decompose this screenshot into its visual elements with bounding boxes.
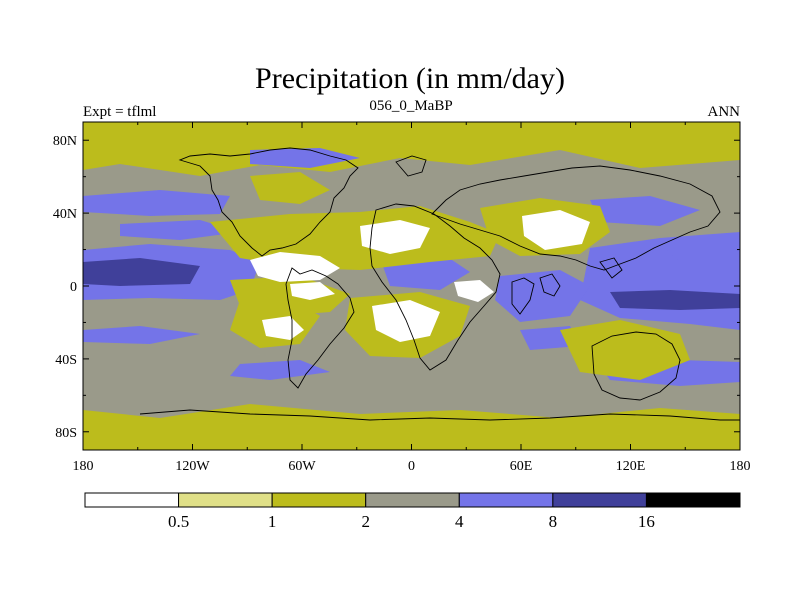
colorbar-label: 8 (549, 512, 558, 531)
colorbar-label: 16 (638, 512, 655, 531)
x-tick-label: 60W (288, 459, 316, 474)
x-tick-label: 180 (73, 459, 94, 474)
map-axes: 180 120W 60W 0 60E 120E 180 80N 40N 0 40S 80S (53, 122, 751, 474)
y-tick-label: 80N (53, 134, 77, 149)
colorbar-label: 0.5 (168, 512, 189, 531)
colorbar-label: 2 (361, 512, 370, 531)
y-tick-label: 40S (55, 353, 77, 368)
colorbar-label: 1 (268, 512, 277, 531)
x-tick-label: 60E (510, 459, 533, 474)
field-storm-track-north (83, 148, 360, 240)
experiment-label: Expt = tflml (83, 104, 156, 120)
colorbar-swatch (178, 492, 273, 508)
season-label: ANN (708, 104, 741, 120)
x-tick-label: 120E (616, 459, 646, 474)
colorbar-swatch (645, 492, 741, 508)
colorbar-swatch (458, 492, 554, 508)
x-tick-label: 0 (408, 459, 415, 474)
colorbar: 0.5 1 2 4 8 16 (84, 492, 741, 531)
colorbar-label: 4 (455, 512, 464, 531)
y-tick-label: 40N (53, 207, 77, 222)
field-storm-track-south (83, 326, 330, 380)
colorbar-swatch (271, 492, 367, 508)
precipitation-map (83, 122, 740, 450)
field-polar-cap-north (83, 122, 740, 176)
field-hyperarid-sahara (360, 220, 430, 254)
colorbar-swatch (365, 492, 460, 508)
field-hyperarid-north-atlantic (454, 280, 494, 302)
field-itcz-core-east (610, 290, 740, 310)
time-label: 056_0_MaBP (369, 98, 452, 114)
y-tick-label: 0 (70, 280, 77, 295)
continent-outlines (139, 147, 740, 421)
field-hyperarid-east-asia (522, 210, 590, 250)
field-hyperarid-east-pacific (250, 252, 340, 300)
field-polar-cap-south (83, 404, 740, 450)
field-itcz-core-west (83, 258, 200, 286)
chart-title: Precipitation (in mm/day) (255, 62, 565, 95)
field-north-america-dry (250, 172, 330, 204)
x-tick-label: 180 (730, 459, 751, 474)
field-west-pacific-wet (590, 196, 700, 270)
y-tick-label: 80S (55, 426, 77, 441)
colorbar-swatch (552, 492, 647, 508)
colorbar-swatch (84, 492, 180, 508)
field-hyperarid-south-pacific (262, 316, 304, 340)
x-tick-label: 120W (175, 459, 210, 474)
